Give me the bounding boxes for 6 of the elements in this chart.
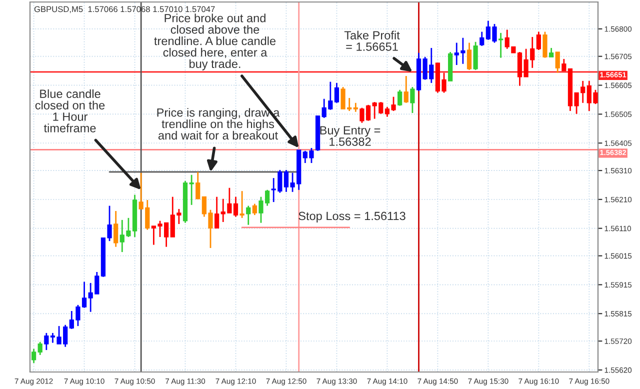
annotation: Price is ranging, draw a trendline on the highs and wait for a breakout	[157, 108, 280, 140]
annotation: Buy Entry = 1.56382	[320, 126, 380, 146]
annotation: Take Profit = 1.56651	[344, 30, 400, 51]
annotation: Blue candle closed on the 1 Hour timeframe	[35, 89, 105, 132]
annotation: Stop Loss = 1.56113	[298, 212, 406, 223]
annotation: Price broke out and closed above the trendline. A blue candle closed here, enter a buy trade.	[154, 14, 276, 70]
